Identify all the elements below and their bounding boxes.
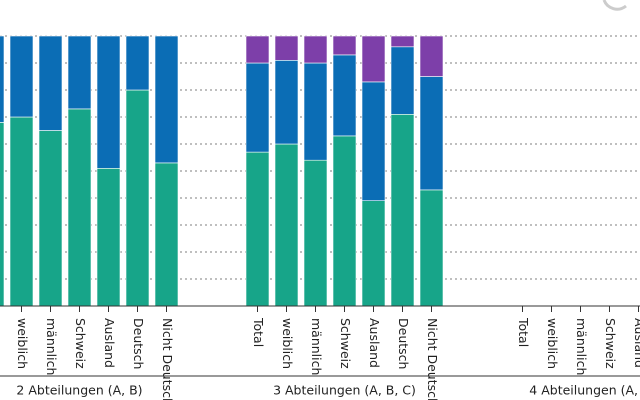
x-tick-label: weiblich — [545, 318, 560, 369]
bar-segment — [332, 54, 357, 137]
bar-segment — [38, 35, 63, 131]
group-label: 2 Abteilungen (A, B) — [16, 383, 142, 398]
x-tick-label: Total — [516, 317, 531, 347]
x-tick-label: Deutsch — [396, 318, 411, 369]
bar-segment — [245, 151, 270, 307]
bar-segment — [38, 130, 63, 307]
bar-segment — [67, 108, 92, 307]
bar-segment — [0, 122, 5, 307]
bar-segment — [125, 35, 150, 91]
bar-segment — [361, 200, 386, 307]
x-tick-label: männlich — [309, 318, 324, 375]
x-tick-label: Schweiz — [338, 318, 353, 369]
cropped-icon — [602, 0, 627, 11]
bar-segment — [390, 35, 415, 48]
x-tick-label: Nicht Deutsch — [425, 318, 440, 400]
x-tick-label: männlich — [574, 318, 589, 375]
x-tick-label: weiblich — [280, 318, 295, 369]
bar-segment — [9, 116, 34, 307]
bar-segment — [390, 114, 415, 307]
bar-segment — [154, 162, 179, 307]
x-tick-label: Schweiz — [603, 318, 618, 369]
bar-segment — [419, 76, 444, 191]
bar-segment — [0, 35, 5, 123]
bar-segment — [303, 62, 328, 161]
bar-segment — [274, 143, 299, 307]
bar-segment — [419, 35, 444, 77]
bar-segment — [332, 135, 357, 307]
bar-segment — [67, 35, 92, 110]
x-tick-label: männlich — [44, 318, 59, 375]
x-tick-label: weiblich — [15, 318, 30, 369]
bar-segment — [361, 35, 386, 83]
bar-segment — [303, 35, 328, 64]
bar-segment — [96, 168, 121, 307]
x-tick-label: Ausland — [367, 318, 382, 368]
bar-segment — [245, 62, 270, 153]
bar-segment — [274, 35, 299, 61]
bar-segment — [332, 35, 357, 56]
bar-segment — [361, 81, 386, 202]
bar-segment — [245, 35, 270, 64]
bar-segment — [96, 35, 121, 169]
group-label: 4 Abteilungen (A, B, C, D) — [529, 383, 640, 398]
x-tick-label: Ausland — [632, 318, 640, 368]
bar-segment — [303, 159, 328, 307]
group-label: 3 Abteilungen (A, B, C) — [273, 383, 416, 398]
bar-segment — [390, 46, 415, 115]
bar-segment — [274, 59, 299, 145]
bar-segment — [419, 189, 444, 307]
bar-segment — [125, 89, 150, 307]
x-tick-label: Nicht Deutsch — [160, 318, 175, 400]
x-tick-label: Total — [251, 317, 266, 347]
bar-segment — [9, 35, 34, 118]
x-tick-label: Schweiz — [73, 318, 88, 369]
x-tick-label: Deutsch — [131, 318, 146, 369]
x-tick-label: Ausland — [102, 318, 117, 368]
bar-segment — [154, 35, 179, 164]
